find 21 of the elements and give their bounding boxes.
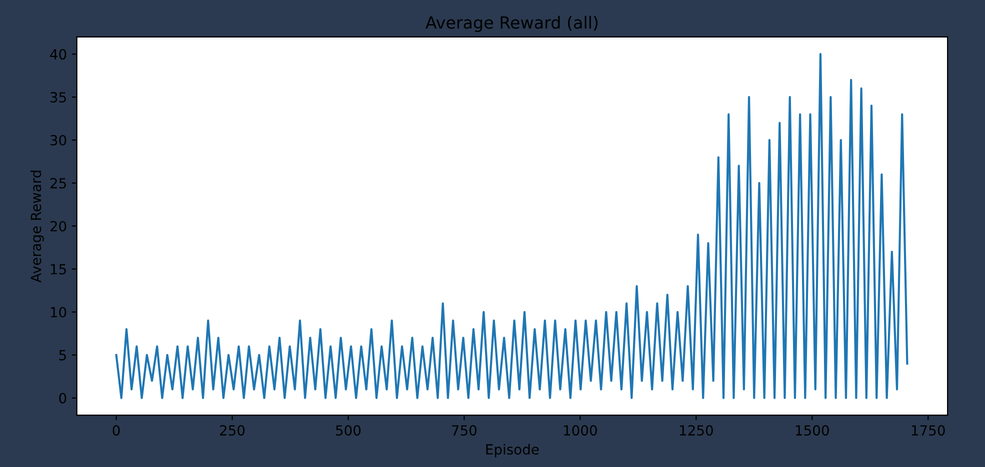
x-tick-label: 1500 <box>796 425 829 436</box>
y-tick-label: 15 <box>50 264 66 274</box>
y-tick-label: 35 <box>50 92 66 103</box>
y-tick-label: 25 <box>50 178 66 189</box>
y-tick-label: 10 <box>50 306 66 318</box>
y-tick-label: 20 <box>50 220 66 232</box>
x-tick-label: 500 <box>336 425 361 436</box>
x-tick-label: 1750 <box>912 425 945 436</box>
x-axis-title: Episode <box>486 444 539 458</box>
y-tick-label: 30 <box>50 135 66 146</box>
chart-title: Average Reward (all) <box>426 16 598 32</box>
y-tick-label: 40 <box>50 49 66 60</box>
y-axis-title: Average Reward <box>30 170 44 283</box>
x-tick-label: 1000 <box>564 425 597 436</box>
y-tick-label: 5 <box>59 350 66 360</box>
line-series <box>115 53 908 400</box>
x-tick-label: 250 <box>220 425 245 436</box>
x-tick-label: 1250 <box>680 425 713 436</box>
x-tick-label: 750 <box>452 425 477 436</box>
x-tick-label: 0 <box>112 425 120 436</box>
y-tick-label: 0 <box>59 392 66 404</box>
